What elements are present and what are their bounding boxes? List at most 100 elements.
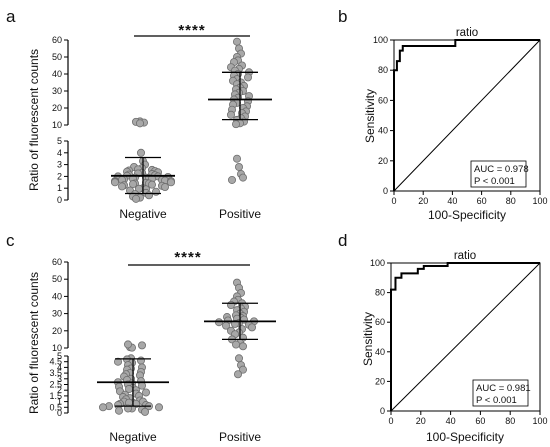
- data-point: [154, 403, 163, 412]
- data-point: [124, 340, 133, 349]
- p-value-label-d: P < 0.001: [476, 395, 517, 406]
- y-tick-label: 0.5: [49, 402, 62, 412]
- y-tick-label: 5: [57, 351, 62, 361]
- roc-x-tick-label: 40: [446, 416, 456, 426]
- y-tick-label: 0: [57, 408, 62, 418]
- y-tick-label: 2: [57, 171, 62, 181]
- data-point: [243, 73, 252, 82]
- y-tick-label: 0: [57, 195, 62, 205]
- auc-label-d: AUC = 0.981: [476, 383, 531, 394]
- data-point: [226, 300, 235, 309]
- data-point: [131, 194, 140, 203]
- roc-x-tick-label: 80: [506, 196, 516, 206]
- y-tick-label: 1: [57, 397, 62, 407]
- roc-y-tick-label: 100: [373, 35, 388, 45]
- roc-y-tick-label: 60: [375, 317, 385, 327]
- data-point: [226, 110, 235, 119]
- data-point: [234, 354, 243, 363]
- roc-x-tick-label: 40: [447, 196, 457, 206]
- panel-letter-d: d: [338, 231, 347, 250]
- y-tick-label: 20: [52, 103, 62, 113]
- data-point: [166, 178, 175, 187]
- y-tick-label: 10: [52, 343, 62, 353]
- roc-panel-d: ratio Sensitivity 100-Specificity 0 20 40 6…: [361, 250, 548, 444]
- y-tick-label: 60: [52, 35, 62, 45]
- y-tick-label: 4: [57, 148, 62, 158]
- y-tick-label: 5: [57, 136, 62, 146]
- roc-y-tick-label: 100: [370, 258, 385, 268]
- roc-title-b: ratio: [456, 27, 478, 39]
- data-point: [141, 388, 150, 397]
- data-point: [234, 162, 243, 171]
- y-tick-label: 4.5: [49, 357, 62, 367]
- data-point: [231, 340, 240, 349]
- roc-x-tick-label: 80: [505, 416, 515, 426]
- y-tick-label: 60: [52, 257, 62, 267]
- y-tick-label: 40: [52, 291, 62, 301]
- data-point: [232, 154, 241, 163]
- y-tick-label: 3.5: [49, 368, 62, 378]
- auc-label-b: AUC = 0.978: [474, 164, 529, 175]
- y-tick-label: 1: [57, 183, 62, 193]
- category-label-negative-a: Negative: [119, 207, 167, 221]
- data-point: [238, 342, 247, 351]
- y-tick-label: 50: [52, 274, 62, 284]
- roc-x-tick-label: 0: [391, 196, 396, 206]
- data-point: [136, 148, 145, 157]
- y-tick-label: 3: [57, 160, 62, 170]
- y-tick-label: 1.5: [49, 391, 62, 401]
- data-point: [151, 187, 160, 196]
- data-point: [137, 341, 146, 350]
- y-tick-label: 3: [57, 374, 62, 384]
- data-point: [160, 183, 169, 192]
- roc-y-tick-label: 0: [380, 406, 385, 416]
- category-label-negative-c: Negative: [109, 430, 157, 444]
- roc-x-tick-label: 60: [475, 416, 485, 426]
- y-axis-title-a: Ratio of fluorescent counts: [27, 49, 41, 191]
- roc-curve: [390, 262, 540, 411]
- data-point: [111, 178, 120, 187]
- roc-x-tick-label: 20: [418, 196, 428, 206]
- data-point: [140, 407, 149, 416]
- roc-y-tick-label: 20: [375, 376, 385, 386]
- roc-y-tick-label: 80: [375, 288, 385, 298]
- y-tick-label: 50: [52, 52, 62, 62]
- roc-title-d: ratio: [454, 250, 476, 262]
- data-point: [135, 119, 144, 128]
- roc-x-tick-label: 60: [477, 196, 487, 206]
- roc-x-tick-label: 100: [532, 196, 547, 206]
- data-point: [99, 403, 108, 412]
- data-point: [227, 175, 236, 184]
- roc-y-axis-title-d: Sensitivity: [361, 312, 375, 366]
- roc-curve: [393, 39, 540, 191]
- panel-letter-c: c: [6, 231, 15, 250]
- data-point: [144, 191, 153, 200]
- roc-x-tick-label: 100: [532, 416, 547, 426]
- y-tick-label: 40: [52, 69, 62, 79]
- y-tick-label: 10: [52, 120, 62, 130]
- dot-plot-panel-c: Ratio of fluorescent counts Negative Pos…: [27, 249, 276, 444]
- y-tick-label: 30: [52, 309, 62, 319]
- y-tick-label: 4: [57, 362, 62, 372]
- roc-reference-diagonal: [390, 262, 541, 412]
- data-point: [128, 180, 137, 189]
- roc-panel-b: ratio Sensitivity 100-Specificity 0 20 40 6…: [363, 27, 548, 222]
- roc-y-axis-title-b: Sensitivity: [363, 89, 377, 143]
- roc-x-axis-title-b: 100-Specificity: [428, 208, 506, 222]
- roc-y-tick-label: 0: [383, 186, 388, 196]
- roc-y-tick-label: 40: [378, 126, 388, 136]
- roc-x-tick-label: 0: [388, 416, 393, 426]
- data-point: [115, 406, 124, 415]
- panel-letter-b: b: [338, 7, 347, 26]
- data-point: [147, 180, 156, 189]
- category-label-positive-a: Positive: [219, 207, 261, 221]
- y-tick-label: 30: [52, 86, 62, 96]
- stats-box-d: [472, 379, 529, 407]
- data-point: [247, 323, 256, 332]
- roc-x-axis-title-d: 100-Specificity: [426, 430, 504, 444]
- roc-x-tick-label: 20: [416, 416, 426, 426]
- y-tick-label: 20: [52, 326, 62, 336]
- roc-y-tick-label: 40: [375, 347, 385, 357]
- p-value-label-b: P < 0.001: [474, 176, 515, 187]
